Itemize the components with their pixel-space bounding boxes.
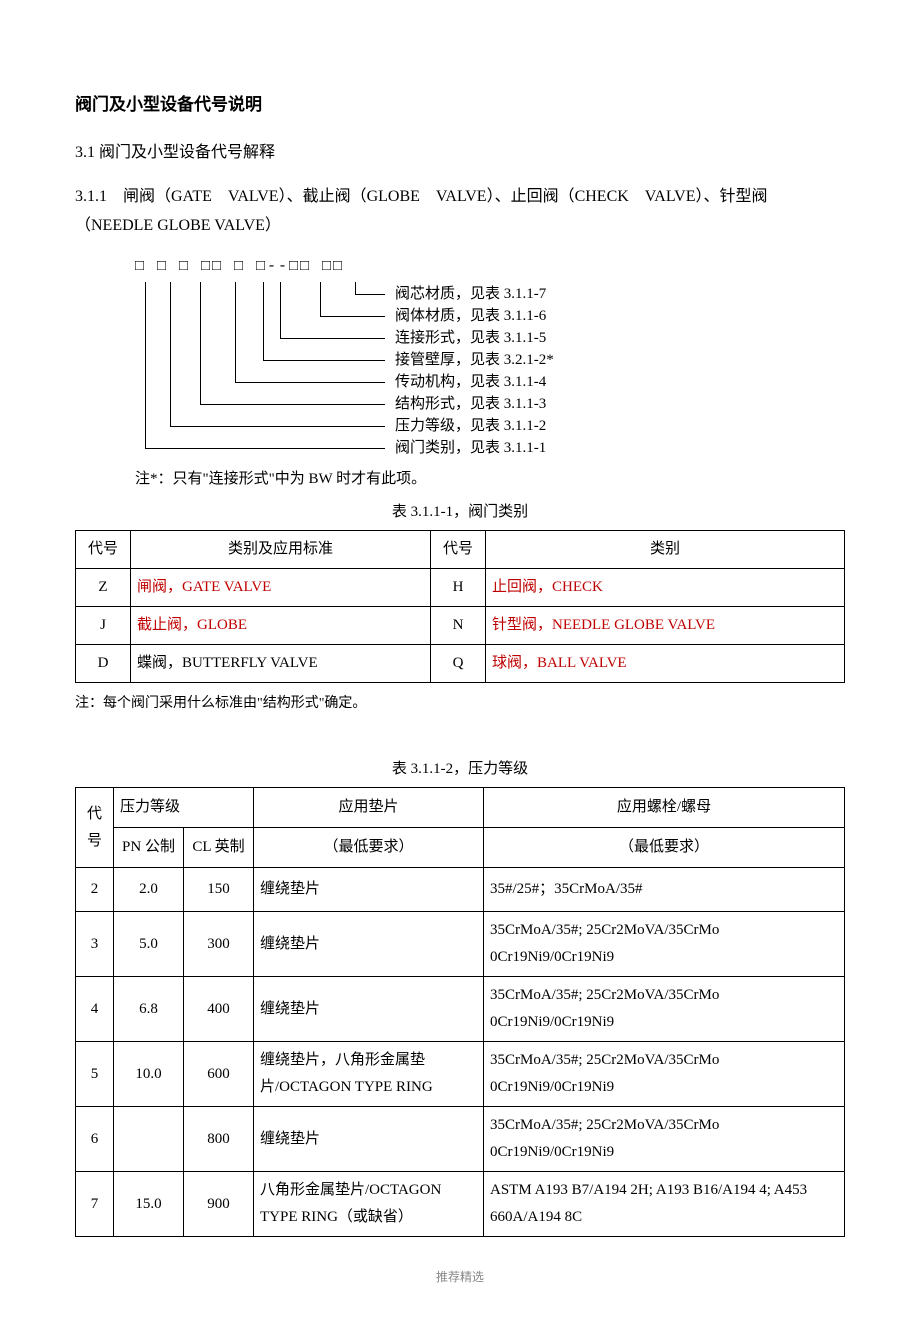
table1-note: 注：每个阀门采用什么标准由"结构形式"确定。 <box>75 691 845 716</box>
table-row: 35.0300缠绕垫片35CrMoA/35#; 25Cr2MoVA/35CrMo… <box>76 912 845 977</box>
diagram-label: 阀门类别，见表 3.1.1-1 <box>395 435 546 462</box>
t2-code: 3 <box>76 912 114 977</box>
t2-h-pressure: 压力等级 <box>114 788 254 828</box>
t2-gasket: 缠绕垫片，八角形金属垫片/OCTAGON TYPE RING <box>254 1042 484 1107</box>
t1-category: 闸阀，GATE VALVE <box>131 568 431 606</box>
t2-pn: 5.0 <box>114 912 184 977</box>
t2-code: 5 <box>76 1042 114 1107</box>
t2-cl: 900 <box>184 1172 254 1237</box>
table-row: 715.0900八角形金属垫片/OCTAGON TYPE RING（或缺省）AS… <box>76 1172 845 1237</box>
t2-h-pn: PN 公制 <box>114 828 184 868</box>
t1-code: Z <box>76 568 131 606</box>
table-row: D蝶阀，BUTTERFLY VALVEQ球阀，BALL VALVE <box>76 644 845 682</box>
t2-h-cl: CL 英制 <box>184 828 254 868</box>
page-title: 阀门及小型设备代号说明 <box>75 90 845 121</box>
section-heading: 3.1 阀门及小型设备代号解释 <box>75 139 845 168</box>
t1-code: J <box>76 606 131 644</box>
t2-gasket: 缠绕垫片 <box>254 868 484 912</box>
t2-bolt: 35CrMoA/35#; 25Cr2MoVA/35CrMo 0Cr19Ni9/0… <box>484 912 845 977</box>
t2-cl: 300 <box>184 912 254 977</box>
t1-category: 蝶阀，BUTTERFLY VALVE <box>131 644 431 682</box>
t2-h-code: 代号 <box>76 788 114 868</box>
table-row: 22.0150缠绕垫片35#/25#；35CrMoA/35# <box>76 868 845 912</box>
t2-gasket: 缠绕垫片 <box>254 977 484 1042</box>
t2-bolt: 35CrMoA/35#; 25Cr2MoVA/35CrMo 0Cr19Ni9/0… <box>484 1107 845 1172</box>
t2-h-bolt-sub: （最低要求） <box>484 828 845 868</box>
t2-cl: 600 <box>184 1042 254 1107</box>
t2-cl: 150 <box>184 868 254 912</box>
t2-gasket: 缠绕垫片 <box>254 912 484 977</box>
t2-bolt: 35CrMoA/35#; 25Cr2MoVA/35CrMo 0Cr19Ni9/0… <box>484 1042 845 1107</box>
table-row: J截止阀，GLOBEN针型阀，NEEDLE GLOBE VALVE <box>76 606 845 644</box>
t2-cl: 400 <box>184 977 254 1042</box>
table-row: Z闸阀，GATE VALVEH止回阀，CHECK <box>76 568 845 606</box>
table-pressure-grade: 代号 压力等级 应用垫片 应用螺栓/螺母 PN 公制 CL 英制 （最低要求） … <box>75 787 845 1237</box>
t1-h-code1: 代号 <box>76 530 131 568</box>
table-row: 6 800缠绕垫片35CrMoA/35#; 25Cr2MoVA/35CrMo 0C… <box>76 1107 845 1172</box>
t2-code: 7 <box>76 1172 114 1237</box>
t1-code: Q <box>431 644 486 682</box>
code-placeholder-boxes: □ □ □ □□ □ □--□□ □□ <box>135 253 845 280</box>
subsection-heading: 3.1.1 闸阀（GATE VALVE）、截止阀（GLOBE VALVE）、止回… <box>75 183 845 241</box>
table2-caption: 表 3.1.1-2，压力等级 <box>75 756 845 783</box>
code-diagram: □ □ □ □□ □ □--□□ □□ 阀芯材质，见表 3.1.1-7阀体材质，… <box>135 253 845 460</box>
t2-bolt: ASTM A193 B7/A194 2H; A193 B16/A194 4; A… <box>484 1172 845 1237</box>
t2-bolt: 35#/25#；35CrMoA/35# <box>484 868 845 912</box>
t2-pn: 15.0 <box>114 1172 184 1237</box>
t2-code: 4 <box>76 977 114 1042</box>
t2-cl: 800 <box>184 1107 254 1172</box>
t2-pn: 6.8 <box>114 977 184 1042</box>
t1-h-cat2: 类别 <box>486 530 845 568</box>
t1-category: 截止阀，GLOBE <box>131 606 431 644</box>
t2-h-gasket-sub: （最低要求） <box>254 828 484 868</box>
t1-h-cat1: 类别及应用标准 <box>131 530 431 568</box>
t2-bolt: 35CrMoA/35#; 25Cr2MoVA/35CrMo 0Cr19Ni9/0… <box>484 977 845 1042</box>
table-row: 510.0600缠绕垫片，八角形金属垫片/OCTAGON TYPE RING35… <box>76 1042 845 1107</box>
t1-category: 止回阀，CHECK <box>486 568 845 606</box>
t1-code: N <box>431 606 486 644</box>
t2-pn: 2.0 <box>114 868 184 912</box>
t1-h-code2: 代号 <box>431 530 486 568</box>
table1-caption: 表 3.1.1-1，阀门类别 <box>75 499 845 526</box>
t2-h-bolt: 应用螺栓/螺母 <box>484 788 845 828</box>
t1-code: D <box>76 644 131 682</box>
t2-code: 2 <box>76 868 114 912</box>
table-valve-category: 代号 类别及应用标准 代号 类别 Z闸阀，GATE VALVEH止回阀，CHEC… <box>75 530 845 683</box>
t2-gasket: 缠绕垫片 <box>254 1107 484 1172</box>
page-footer: 推荐精选 <box>75 1267 845 1289</box>
t1-code: H <box>431 568 486 606</box>
t1-category: 针型阀，NEEDLE GLOBE VALVE <box>486 606 845 644</box>
t2-gasket: 八角形金属垫片/OCTAGON TYPE RING（或缺省） <box>254 1172 484 1237</box>
t2-pn: 10.0 <box>114 1042 184 1107</box>
t2-h-gasket: 应用垫片 <box>254 788 484 828</box>
table-row: 46.8400缠绕垫片35CrMoA/35#; 25Cr2MoVA/35CrMo… <box>76 977 845 1042</box>
diagram-footnote: 注*：只有"连接形式"中为 BW 时才有此项。 <box>135 466 845 493</box>
t2-code: 6 <box>76 1107 114 1172</box>
t1-category: 球阀，BALL VALVE <box>486 644 845 682</box>
t2-pn <box>114 1107 184 1172</box>
